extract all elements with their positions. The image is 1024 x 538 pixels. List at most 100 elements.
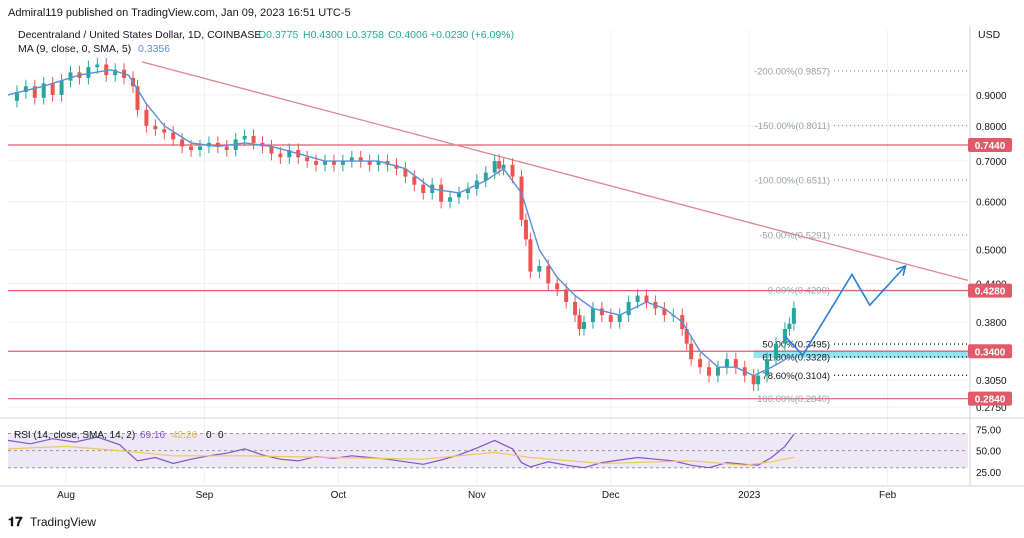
candle-body xyxy=(599,308,604,316)
candle-body xyxy=(456,193,461,198)
y-tick-label: 0.9000 xyxy=(976,91,1007,102)
candle-body xyxy=(278,153,283,158)
candle-body xyxy=(376,161,381,165)
candle-body xyxy=(662,308,667,316)
y-tick-label: 0.8000 xyxy=(976,122,1007,133)
candle-body xyxy=(86,67,91,78)
candle-body xyxy=(707,367,712,376)
rsi-extra-1: 0 xyxy=(206,430,212,441)
candle-body xyxy=(189,146,194,151)
candle-body xyxy=(269,146,274,154)
candle-body xyxy=(733,359,738,368)
candle-body xyxy=(95,64,100,68)
candle-body xyxy=(305,157,310,162)
candle-body xyxy=(198,146,202,151)
rsi-line xyxy=(7,433,795,469)
rsi-label: RSI (14, close, SMA, 14, 2) xyxy=(14,430,135,441)
candle-body xyxy=(756,375,761,385)
candle-body xyxy=(715,367,720,376)
price-label-text: 0.4280 xyxy=(975,287,1006,298)
candle-body xyxy=(523,219,528,240)
candle-body xyxy=(50,83,55,95)
candle-body xyxy=(367,161,372,165)
ohlc-high: H0.4300 xyxy=(303,29,343,41)
candle-body xyxy=(724,359,729,368)
candle-body xyxy=(412,176,417,185)
price-label-box xyxy=(968,344,1012,359)
fib-level-label: 0.00%(0.4290) xyxy=(768,286,830,297)
candle-body xyxy=(180,139,185,147)
candle-body xyxy=(698,359,703,368)
candle-body xyxy=(349,157,354,162)
x-tick-label: Oct xyxy=(331,490,347,501)
ma-line xyxy=(7,69,795,377)
candle-body xyxy=(617,315,622,322)
y-tick-label: 0.6000 xyxy=(976,198,1007,209)
candle-body xyxy=(765,359,770,376)
candle-body xyxy=(537,265,542,272)
ohlc-close: C0.4006 xyxy=(388,29,428,41)
candle-body xyxy=(144,109,149,126)
x-tick-label: Feb xyxy=(879,490,897,501)
rsi-axis-label: 75.00 xyxy=(976,425,1001,436)
candle-body xyxy=(787,323,792,330)
candle-body xyxy=(135,86,140,110)
x-tick-label: Aug xyxy=(57,490,75,501)
candle-body xyxy=(23,86,28,92)
y-tick-label: 0.3800 xyxy=(976,318,1007,329)
candle-body xyxy=(555,283,560,290)
rsi-extra-2: 0 xyxy=(218,430,224,441)
x-tick-label: Dec xyxy=(602,490,620,501)
tv-logo-mark: 𝟏𝟕 xyxy=(8,514,23,529)
candle-body xyxy=(41,83,46,98)
candle-body xyxy=(224,146,229,151)
candle-body xyxy=(358,157,363,162)
projection-arrowhead xyxy=(895,264,907,276)
candle-body xyxy=(421,184,426,194)
candle-body xyxy=(751,375,756,385)
support-zone xyxy=(753,350,968,358)
x-tick-label: 2023 xyxy=(738,490,761,501)
candle-body xyxy=(626,301,631,316)
candle-body xyxy=(774,343,778,360)
fib-level-label: 61.80%(0.3328) xyxy=(762,352,830,363)
candle-body xyxy=(32,86,37,98)
candle-body xyxy=(492,161,497,173)
candle-body xyxy=(153,125,158,130)
fib-level-label: 50.00%(0.3495) xyxy=(762,340,830,351)
rsi-sma-value: 42.26 xyxy=(172,430,197,441)
publish-info: Admiral119 published on TradingView.com,… xyxy=(8,7,351,19)
ohlc-open: O0.3775 xyxy=(258,29,298,41)
y-tick-label: 0.5000 xyxy=(976,246,1007,257)
candle-body xyxy=(791,308,796,324)
candle-body xyxy=(635,295,640,302)
candle-body xyxy=(519,176,524,220)
candle-body xyxy=(510,164,515,177)
candle-body xyxy=(501,164,506,169)
fib-level-label: -200.00%(0.9857) xyxy=(754,66,830,77)
rsi-value: 69.16 xyxy=(140,430,165,441)
y-tick-label: 0.3050 xyxy=(976,376,1007,387)
price-label-box xyxy=(968,138,1012,153)
ma-label: MA (9, close, 0, SMA, 5) xyxy=(18,43,131,55)
price-label-box xyxy=(968,283,1012,298)
rsi-sma-line xyxy=(7,445,795,466)
candle-body xyxy=(608,315,613,322)
candle-body xyxy=(162,129,167,133)
fib-level-label: -150.00%(0.8011) xyxy=(755,121,830,132)
candle-body xyxy=(68,72,73,81)
currency-label: USD xyxy=(978,29,1001,41)
candle-body xyxy=(528,239,533,272)
candle-body xyxy=(684,329,689,344)
candle-body xyxy=(403,168,408,177)
candle-body xyxy=(546,265,551,284)
candle-body xyxy=(577,315,582,330)
x-tick-label: Nov xyxy=(468,490,486,501)
y-tick-label: 0.7000 xyxy=(976,157,1007,168)
rsi-axis-label: 25.00 xyxy=(976,468,1001,479)
x-tick-label: Sep xyxy=(196,490,214,501)
candle-body xyxy=(448,197,453,202)
candle-body xyxy=(323,161,328,165)
candle-body xyxy=(644,295,649,302)
